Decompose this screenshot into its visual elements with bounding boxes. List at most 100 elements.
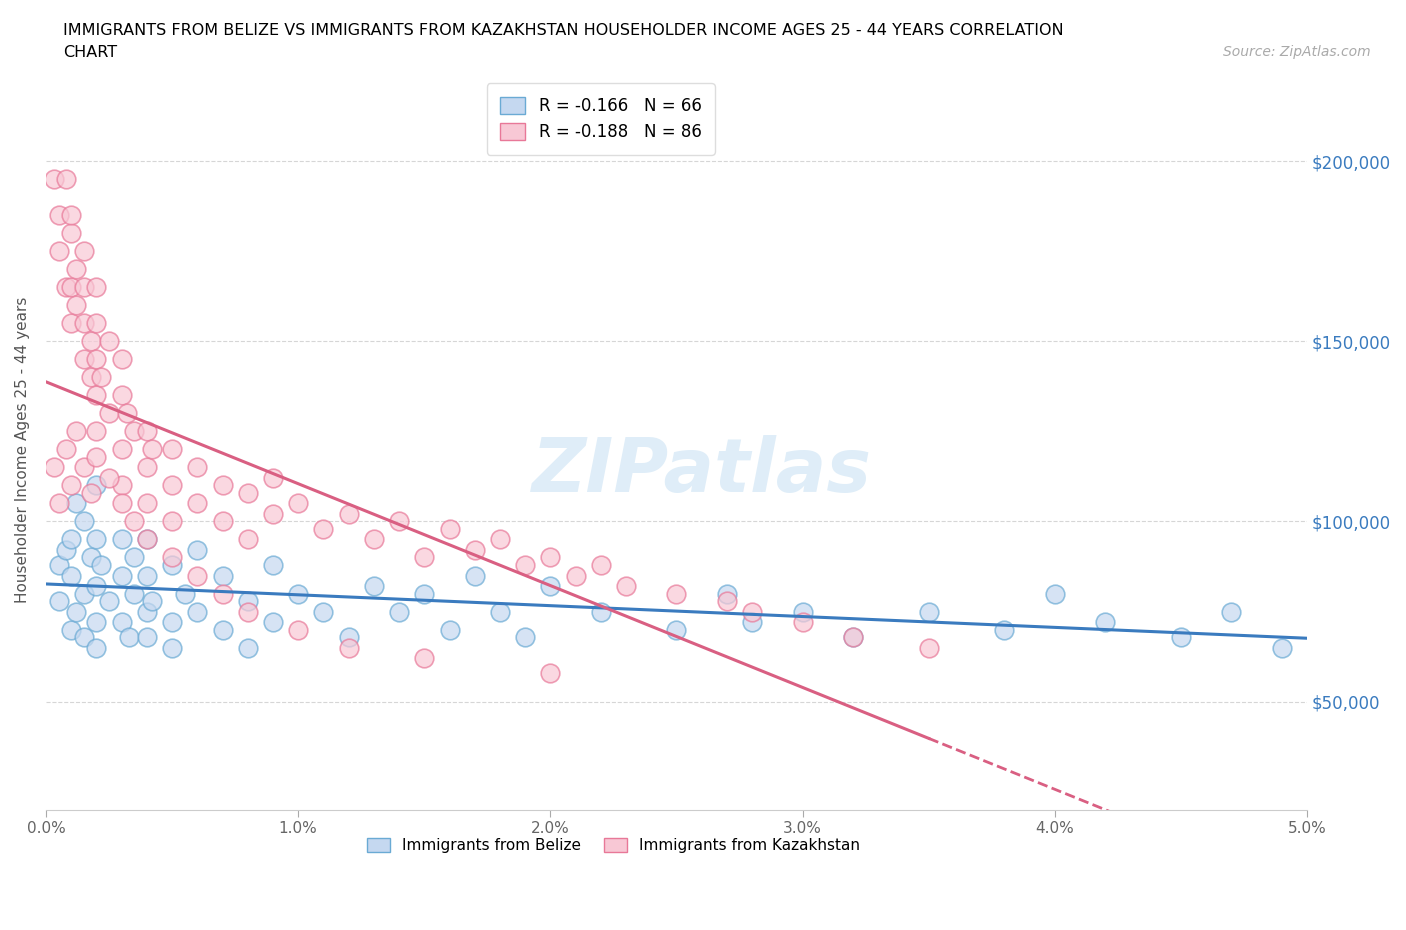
Point (60, 532, 83, 547)
Point (73, 352, 96, 367)
Point (716, 586, 738, 601)
Point (489, 604, 512, 619)
Point (55, 280, 77, 295)
Point (186, 460, 208, 475)
Point (186, 543, 208, 558)
Point (337, 640, 360, 655)
Point (388, 604, 411, 619)
Point (86, 316, 108, 331)
Point (80, 334, 103, 349)
Point (564, 568, 586, 583)
Point (1094, 615, 1116, 630)
Point (160, 557, 183, 572)
Point (173, 586, 195, 601)
Point (55, 442, 77, 457)
Text: Source: ZipAtlas.com: Source: ZipAtlas.com (1223, 45, 1371, 59)
Point (122, 424, 145, 439)
Point (211, 568, 233, 583)
Point (42, 460, 65, 475)
Point (135, 630, 157, 644)
Point (48, 593, 70, 608)
Point (160, 640, 183, 655)
Point (464, 568, 486, 583)
Point (90, 370, 112, 385)
Point (111, 615, 134, 630)
Point (741, 604, 763, 619)
Point (122, 586, 145, 601)
Point (135, 424, 157, 439)
Point (186, 568, 208, 583)
Point (665, 586, 688, 601)
Point (86, 352, 108, 367)
Point (211, 514, 233, 529)
Point (48, 208, 70, 223)
Point (98, 334, 121, 349)
Point (1271, 640, 1294, 655)
Point (160, 550, 183, 565)
Point (135, 568, 157, 583)
Text: ZIPatlas: ZIPatlas (531, 434, 872, 508)
Point (135, 460, 157, 475)
Point (65, 424, 87, 439)
Point (160, 615, 183, 630)
Point (135, 532, 157, 547)
Point (111, 568, 134, 583)
Point (48, 557, 70, 572)
Point (60, 226, 83, 241)
Point (160, 478, 183, 493)
Point (741, 615, 763, 630)
Point (236, 532, 259, 547)
Point (160, 514, 183, 529)
Point (1220, 604, 1243, 619)
Point (464, 543, 486, 558)
Point (993, 622, 1015, 637)
Point (262, 557, 284, 572)
Point (262, 615, 284, 630)
Point (842, 630, 865, 644)
Point (538, 550, 561, 565)
Point (413, 550, 436, 565)
Point (86, 532, 108, 547)
Point (80, 485, 103, 500)
Point (60, 622, 83, 637)
Point (287, 586, 309, 601)
Point (1170, 630, 1192, 644)
Point (1043, 586, 1066, 601)
Point (65, 496, 87, 511)
Point (236, 593, 259, 608)
Point (135, 532, 157, 547)
Point (439, 521, 461, 536)
Point (48, 244, 70, 259)
Point (538, 665, 561, 680)
Point (413, 586, 436, 601)
Point (73, 280, 96, 295)
Point (236, 485, 259, 500)
Point (160, 442, 183, 457)
Point (118, 630, 141, 644)
Point (287, 496, 309, 511)
Point (141, 442, 163, 457)
Point (65, 298, 87, 312)
Point (236, 640, 259, 655)
Point (135, 496, 157, 511)
Point (489, 532, 512, 547)
Point (141, 593, 163, 608)
Point (111, 442, 134, 457)
Point (60, 568, 83, 583)
Point (73, 630, 96, 644)
Point (111, 478, 134, 493)
Point (388, 514, 411, 529)
Legend: Immigrants from Belize, Immigrants from Kazakhstan: Immigrants from Belize, Immigrants from … (361, 832, 866, 859)
Point (86, 449, 108, 464)
Point (439, 622, 461, 637)
Point (98, 593, 121, 608)
Point (337, 630, 360, 644)
Point (73, 586, 96, 601)
Point (60, 208, 83, 223)
Point (42, 172, 65, 187)
Point (614, 578, 637, 593)
Point (86, 388, 108, 403)
Point (589, 557, 612, 572)
Point (98, 471, 121, 485)
Point (65, 262, 87, 277)
